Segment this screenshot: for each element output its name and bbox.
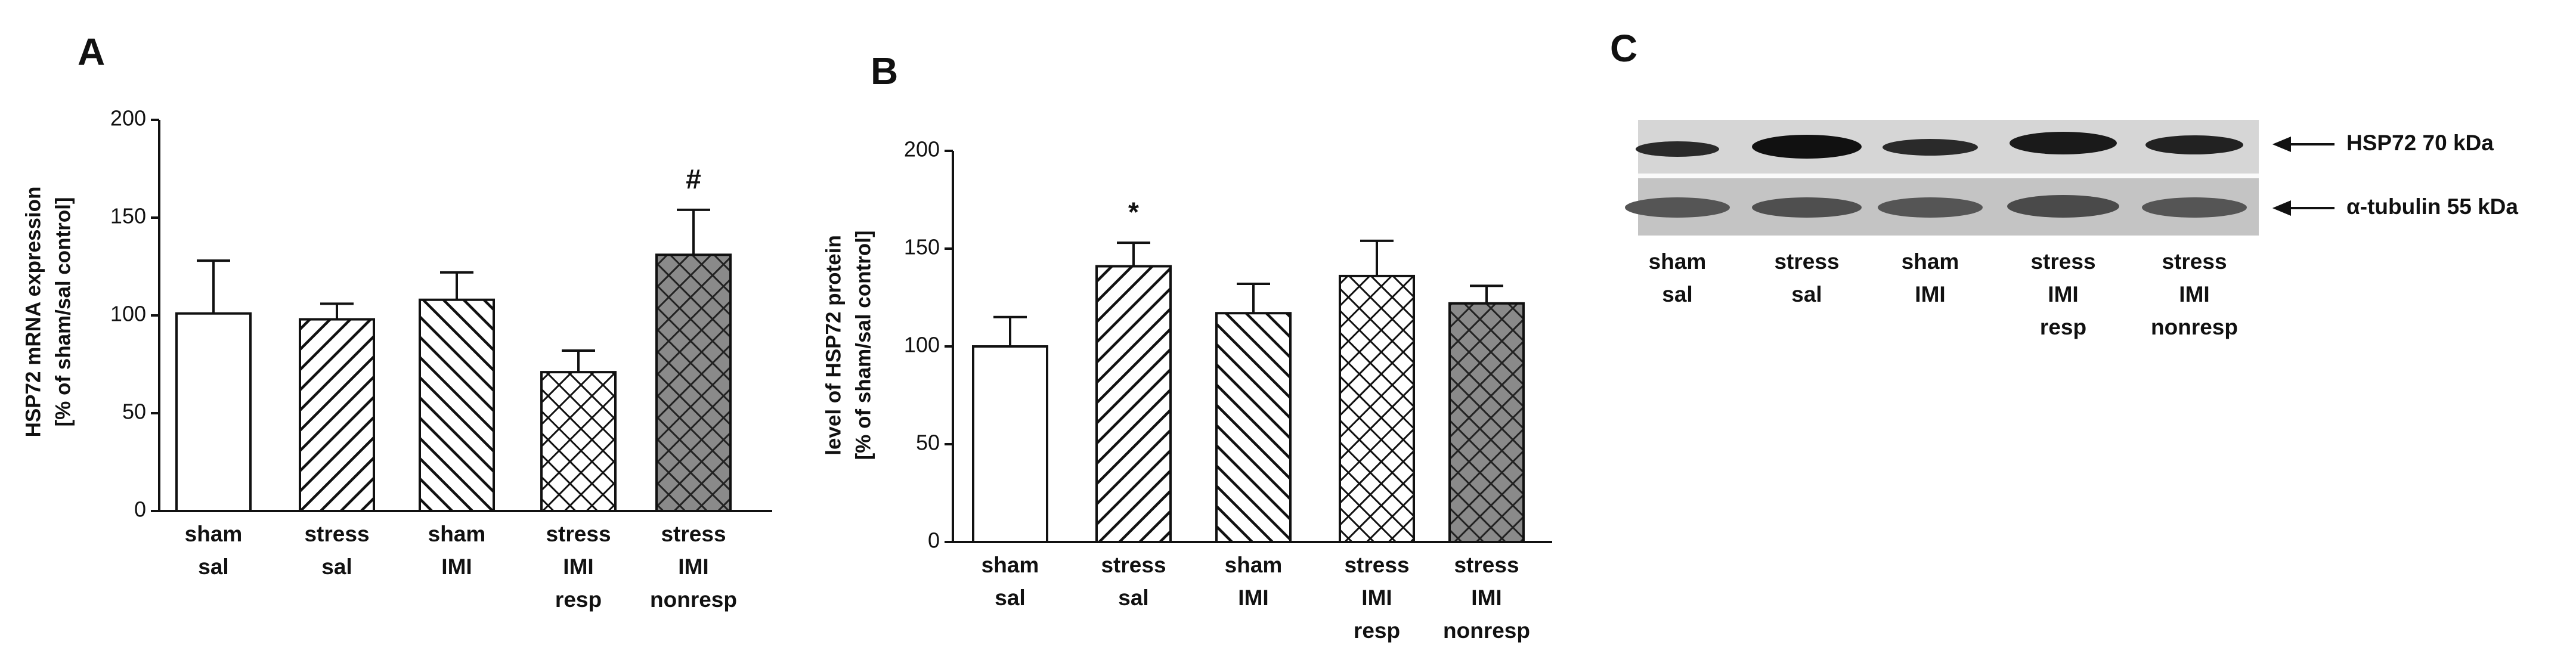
bar xyxy=(1448,302,1525,543)
x-tick-label: sal xyxy=(1118,586,1148,610)
x-tick-label: IMI xyxy=(1361,586,1392,610)
panel-label: B xyxy=(871,49,898,92)
x-tick-label: stress xyxy=(1344,553,1409,577)
x-tick-label: sham xyxy=(428,522,486,546)
x-tick-label: stress xyxy=(546,522,611,546)
bar xyxy=(655,253,732,512)
x-tick-label: sal xyxy=(995,586,1025,610)
bar xyxy=(540,371,617,512)
bar xyxy=(1095,265,1172,543)
x-tick-label: IMI xyxy=(1471,586,1501,610)
x-tick-label: sal xyxy=(198,555,228,579)
y-tick-label: 200 xyxy=(110,106,146,131)
x-tick-label: sham xyxy=(185,522,243,546)
lane-label: IMI xyxy=(2048,282,2078,306)
y-tick-label: 50 xyxy=(122,399,146,424)
y-tick-label: 0 xyxy=(134,497,146,522)
y-tick-label: 50 xyxy=(916,430,940,455)
lane-label: resp xyxy=(2040,315,2086,339)
x-tick-label: IMI xyxy=(678,555,708,579)
y-tick-label: 100 xyxy=(904,333,940,357)
lane-label: sham xyxy=(1902,249,1959,274)
y-tick-label: 100 xyxy=(110,302,146,326)
lane-labels: sham sal stress sal sham IMI stress IMI resp stre… xyxy=(1649,249,2238,339)
bar xyxy=(972,345,1048,543)
blot-arrows xyxy=(2272,137,2334,216)
lane-label: IMI xyxy=(2179,282,2209,306)
y-tick-label: 200 xyxy=(904,137,940,162)
y-axis-label: [% of sham/sal control] xyxy=(852,230,875,460)
x-tick-label: nonresp xyxy=(650,587,737,612)
y-axis-label: HSP72 mRNA expression xyxy=(21,187,45,438)
x-tick-label: IMI xyxy=(1238,586,1268,610)
lane-label: nonresp xyxy=(2151,315,2238,339)
y-tick-label: 150 xyxy=(904,235,940,259)
x-tick-label: resp xyxy=(1354,618,1400,643)
bar xyxy=(1339,274,1415,543)
x-tick-label: resp xyxy=(555,587,602,612)
x-tick-label: IMI xyxy=(563,555,593,579)
x-tick-label: stress xyxy=(661,522,726,546)
x-tick-label: IMI xyxy=(441,555,472,579)
lane-label: IMI xyxy=(1915,282,1945,306)
y-axis-label: [% of sham/sal control] xyxy=(51,197,75,426)
bar xyxy=(1215,312,1292,543)
bar xyxy=(299,318,375,512)
y-tick-label: 150 xyxy=(110,204,146,228)
x-tick-label: stress xyxy=(1454,553,1519,577)
x-tick-label: stress xyxy=(304,522,369,546)
lane-label: sal xyxy=(1791,282,1822,306)
blot-image xyxy=(1625,120,2259,236)
lane-label: stress xyxy=(1774,249,1839,274)
lane-label: sal xyxy=(1662,282,1692,306)
significance-mark: # xyxy=(686,163,701,194)
y-axis-label: level of HSP72 protein xyxy=(822,235,845,456)
x-tick-label: sham xyxy=(982,553,1039,577)
lane-label: stress xyxy=(2162,249,2227,274)
y-tick-label: 0 xyxy=(928,528,940,553)
lane-label: stress xyxy=(2030,249,2095,274)
panel-label: A xyxy=(78,30,105,73)
x-tick-label: sham xyxy=(1225,553,1283,577)
significance-mark: * xyxy=(1128,196,1139,227)
band-label: α-tubulin 55 kDa xyxy=(2346,194,2518,219)
lane-label: sham xyxy=(1649,249,1707,274)
band-label: HSP72 70 kDa xyxy=(2346,131,2494,155)
bar xyxy=(419,298,495,512)
x-tick-label: sal xyxy=(321,555,352,579)
panel-label: C xyxy=(1610,27,1637,70)
bar xyxy=(175,312,252,512)
x-tick-label: nonresp xyxy=(1443,618,1530,643)
x-tick-label: stress xyxy=(1101,553,1166,577)
